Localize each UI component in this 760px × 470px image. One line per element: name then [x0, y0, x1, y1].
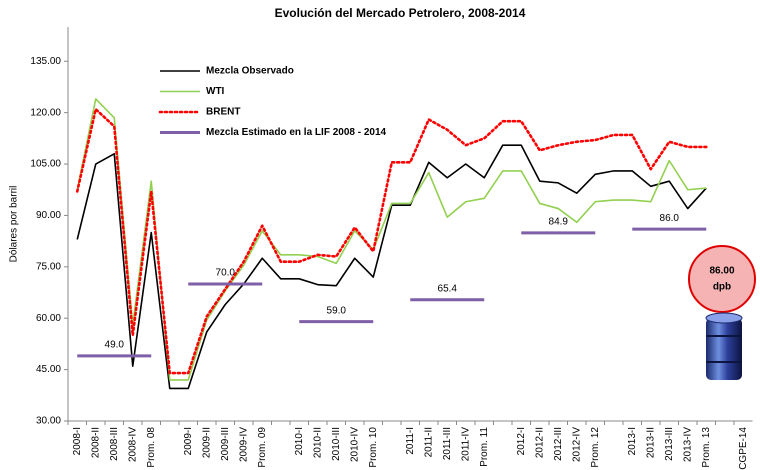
series-line [77, 229, 706, 356]
x-tick-label: 2008-III [109, 427, 120, 461]
x-tick-label: 2012-III [553, 427, 564, 461]
data-label: 84.9 [549, 217, 569, 228]
x-tick-label: 2010-IV [349, 427, 360, 462]
x-tick-label: 2008-IV [127, 427, 138, 462]
x-tick-label: 2012-II [534, 427, 545, 458]
x-tick-label: 2010-II [312, 427, 323, 458]
data-label: 59.0 [327, 305, 347, 316]
y-tick-label: 120.00 [30, 107, 61, 118]
annotation-bubble [689, 246, 755, 312]
data-label: 65.4 [438, 283, 458, 294]
legend-text: Mezcla Observado [206, 66, 294, 77]
x-tick-label: CGPE-14 [738, 427, 749, 470]
x-tick-label: 2008-II [90, 427, 101, 458]
x-tick-label: 2013-III [664, 427, 675, 461]
x-tick-label: 2012-IV [571, 427, 582, 462]
x-tick-label: Prom. 10 [368, 427, 379, 468]
annotation-value: 86.00 [709, 266, 734, 277]
barrel-icon [706, 313, 742, 380]
chart-title: Evolución del Mercado Petrolero, 2008-20… [275, 6, 526, 20]
x-tick-label: 2010-III [331, 427, 342, 461]
x-tick-label: 2009-II [201, 427, 212, 458]
x-tick-label: Prom. 11 [479, 427, 490, 467]
x-tick-label: 2013-II [645, 427, 656, 458]
x-tick-label: 2011-IV [460, 427, 471, 462]
x-tick-label: 2009-III [220, 427, 231, 461]
x-tick-label: Prom. 09 [257, 427, 268, 468]
x-tick-label: 2010-I [294, 427, 305, 455]
x-tick-label: 2011-III [442, 427, 453, 460]
data-label: 70.0 [216, 268, 236, 279]
x-tick-label: Prom. 12 [590, 427, 601, 468]
x-tick-label: 2012-I [516, 427, 527, 455]
annotation-unit: dpb [713, 282, 731, 293]
legend-text: Mezcla Estimado en la LIF 2008 - 2014 [206, 127, 387, 138]
x-tick-label: Prom. 13 [701, 427, 712, 468]
x-tick-label: 2013-IV [682, 427, 693, 462]
series-line [77, 145, 706, 388]
y-tick-label: 75.00 [36, 261, 61, 272]
x-tick-label: 2009-I [183, 427, 194, 455]
y-tick-label: 60.00 [36, 313, 61, 324]
y-tick-label: 45.00 [36, 364, 61, 375]
legend-text: WTI [206, 86, 225, 97]
data-label: 86.0 [660, 213, 680, 224]
y-tick-label: 90.00 [36, 210, 61, 221]
y-axis-title: Dólares por barril [9, 186, 20, 263]
x-tick-label: 2011-II [423, 427, 434, 457]
x-tick-label: 2008-I [72, 427, 83, 455]
x-tick-label: Prom. 08 [146, 427, 157, 468]
x-tick-label: 2013-I [627, 427, 638, 455]
series-line [77, 109, 706, 373]
y-tick-label: 135.00 [30, 56, 61, 67]
series-line [77, 99, 706, 380]
legend-text: BRENT [206, 107, 240, 118]
data-label: 49.0 [105, 340, 125, 351]
y-tick-label: 105.00 [30, 159, 61, 170]
y-tick-label: 30.00 [36, 416, 61, 427]
x-tick-label: 2011-I [405, 427, 416, 455]
chart: Evolución del Mercado Petrolero, 2008-20… [0, 0, 760, 470]
x-tick-label: 2009-IV [238, 427, 249, 462]
